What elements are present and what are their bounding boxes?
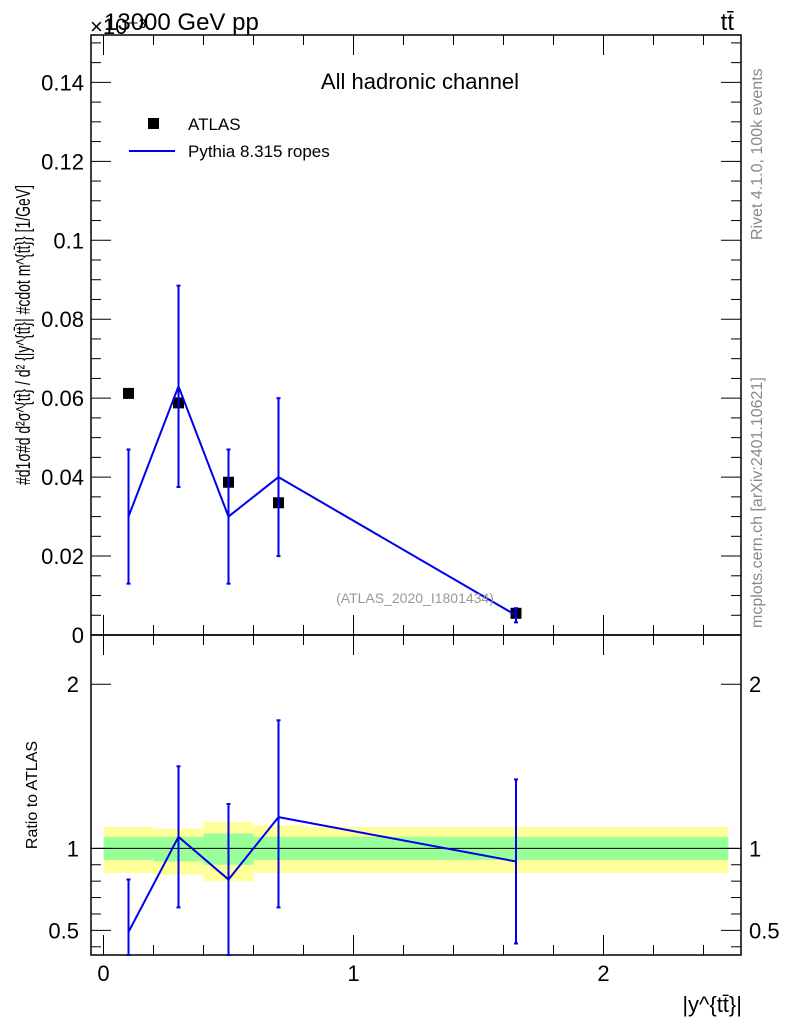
ratio-y-tick-label-right: 2 [749, 672, 761, 697]
main-y-tick-label: 0.12 [41, 149, 84, 174]
ratio-y-tick-label-left: 2 [67, 672, 79, 697]
legend-label-atlas: ATLAS [188, 115, 241, 134]
main-axis-ticks [91, 35, 741, 636]
main-y-tick-label: 0.1 [53, 228, 84, 253]
main-tick-labels: 0 0.02 0.04 0.06 0.08 0.1 0.12 0.14 [41, 70, 84, 648]
legend-label-pythia: Pythia 8.315 ropes [188, 142, 330, 161]
ratio-tick-labels: 0 1 2 0.5 0.5 1 1 2 2 [48, 672, 779, 986]
main-y-tick-label: 0.06 [41, 386, 84, 411]
main-series [123, 284, 522, 624]
main-y-tick-label: 0 [72, 623, 84, 648]
ratio-bands [91, 822, 741, 882]
rivet-label: Rivet 4.1.0, 100k events [749, 68, 766, 240]
ratio-y-tick-label-right: 1 [749, 836, 761, 861]
main-y-axis-label: #d1σ#d d²σ^{tt̄} / d² {|y^{tt̄}| #cdot m… [13, 185, 35, 485]
ratio-y-tick-label-left: 1 [67, 836, 79, 861]
atlas-data-point [123, 387, 134, 399]
analysis-watermark: (ATLAS_2020_I1801434) [336, 590, 494, 606]
main-y-tick-label: 0.08 [41, 307, 84, 332]
ratio-pythia-line [127, 816, 517, 933]
ratio-y-tick-label-right: 0.5 [749, 918, 780, 943]
header-right: tt̄ [721, 9, 735, 36]
main-y-tick-label: 0.02 [41, 544, 84, 569]
ratio-plot-frame [90, 634, 742, 956]
legend-marker-atlas [148, 118, 159, 129]
legend: ATLAS Pythia 8.315 ropes [129, 115, 330, 161]
x-tick-label: 0 [97, 961, 109, 986]
header-left: 13000 GeV pp [104, 9, 259, 36]
chart-title: All hadronic channel [321, 69, 519, 94]
ratio-y-axis-label: Ratio to ATLAS [24, 741, 41, 849]
x-tick-label: 2 [597, 961, 609, 986]
pythia-line [127, 383, 517, 617]
ratio-y-tick-label-left: 0.5 [48, 918, 79, 943]
main-y-tick-label: 0.04 [41, 465, 84, 490]
ratio-series [126, 719, 518, 956]
x-tick-label: 1 [347, 961, 359, 986]
ratio-axis-ticks [91, 635, 741, 955]
main-y-tick-label: 0.14 [41, 70, 84, 95]
x-axis-label: |y^{tt̄}| [682, 992, 742, 1017]
mcplots-label: mcplots.cern.ch [arXiv:2401.10621] [749, 377, 766, 628]
